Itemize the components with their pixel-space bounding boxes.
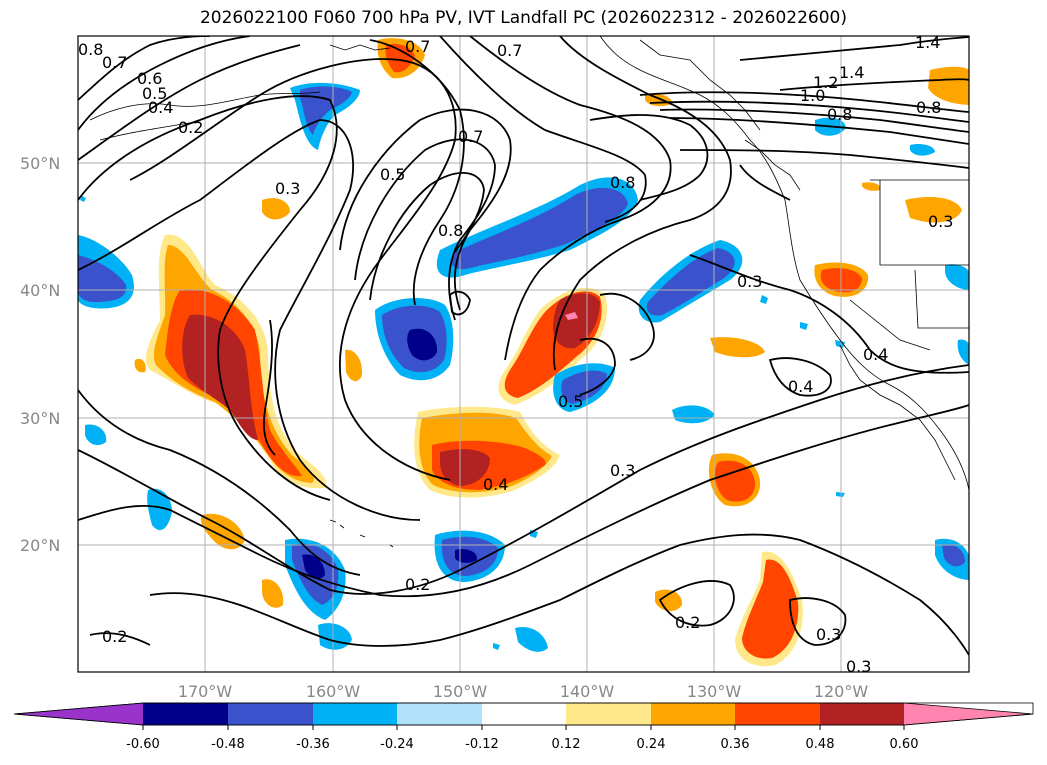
contour-label: 0.7 [497, 41, 522, 60]
contour-label: 0.8 [610, 173, 635, 192]
colorbar-segment [651, 703, 735, 725]
contour-labels: 0.8 0.7 0.6 0.5 0.4 0.2 0.7 0.7 1.4 1.4 … [78, 33, 953, 676]
contour-label: 1.0 [800, 86, 825, 105]
colorbar-tick-label: 0.48 [806, 737, 835, 752]
colorbar-segment [735, 703, 820, 725]
contour-label: 0.3 [275, 179, 300, 198]
colorbar-segment [313, 703, 397, 725]
lon-label-130w: 130°W [687, 682, 742, 701]
colorbar-tick-label: -0.36 [296, 737, 330, 752]
latitude-labels: 50°N 40°N 30°N 20°N [20, 154, 60, 555]
colorbar-ticks [142, 725, 905, 730]
colorbar-tick-label: 0.12 [552, 737, 581, 752]
colorbar: -0.60 -0.48 -0.36 -0.24 -0.12 0.12 0.24 … [13, 702, 1034, 752]
contour-label: 0.2 [675, 613, 700, 632]
lon-label-150w: 150°W [433, 682, 488, 701]
colorbar-extend-min [14, 703, 143, 725]
lon-label-140w: 140°W [560, 682, 615, 701]
colorbar-tick-label: 0.24 [637, 737, 666, 752]
contour-label: 0.2 [405, 575, 430, 594]
colorbar-tick-label: -0.12 [465, 737, 499, 752]
contour-label: 0.3 [737, 272, 762, 291]
lat-label-50n: 50°N [20, 154, 60, 173]
lon-label-120w: 120°W [814, 682, 869, 701]
colorbar-segment [397, 703, 482, 725]
contour-label: 0.5 [380, 165, 405, 184]
contour-label: 0.7 [102, 53, 127, 72]
pv-filled-anomalies [78, 38, 969, 667]
contour-label: 0.7 [405, 37, 430, 56]
colorbar-tick-label: -0.60 [126, 737, 160, 752]
contour-label: 0.3 [610, 461, 635, 480]
contour-label: 1.2 [813, 73, 838, 92]
colorbar-segment [482, 703, 566, 725]
map-title: 2026022100 F060 700 hPa PV, IVT Landfall… [199, 8, 847, 28]
colorbar-tick-label: -0.48 [211, 737, 245, 752]
contour-label: 0.8 [827, 105, 852, 124]
contour-label: 0.4 [788, 377, 813, 396]
contour-label: 0.8 [916, 98, 941, 117]
contour-label: 0.2 [102, 627, 127, 646]
colorbar-segment [566, 703, 651, 725]
map-frame [77, 35, 970, 673]
contour-label: 0.8 [78, 40, 103, 59]
contour-label: 0.3 [928, 212, 953, 231]
contour-label: 0.3 [816, 625, 841, 644]
contour-label: 0.4 [483, 475, 508, 494]
colorbar-tick-label: 0.36 [721, 737, 750, 752]
lon-label-170w: 170°W [178, 682, 233, 701]
contour-label: 0.7 [458, 127, 483, 146]
contour-label: 1.4 [839, 63, 864, 82]
lon-label-160w: 160°W [306, 682, 361, 701]
colorbar-tick-label: -0.24 [380, 737, 414, 752]
colorbar-extend-max [904, 703, 1033, 725]
pv-contours [78, 36, 969, 656]
contour-label: 0.5 [142, 84, 167, 103]
colorbar-segment [228, 703, 313, 725]
colorbar-segment [143, 703, 228, 725]
contour-label: 0.4 [148, 98, 173, 117]
contour-label: 0.5 [558, 392, 583, 411]
contour-label: 0.4 [863, 345, 888, 364]
contour-label: 0.2 [178, 118, 203, 137]
lat-label-30n: 30°N [20, 409, 60, 428]
contour-label: 0.8 [438, 221, 463, 240]
colorbar-tick-label: 0.60 [890, 737, 919, 752]
longitude-labels: 170°W 160°W 150°W 140°W 130°W 120°W [178, 682, 869, 701]
contour-label: 0.3 [846, 657, 871, 676]
contour-label: 0.6 [137, 69, 162, 88]
lat-label-40n: 40°N [20, 281, 60, 300]
lat-label-20n: 20°N [20, 536, 60, 555]
coastlines [89, 36, 969, 548]
colorbar-segment [820, 703, 904, 725]
contour-label: 1.4 [915, 33, 940, 52]
